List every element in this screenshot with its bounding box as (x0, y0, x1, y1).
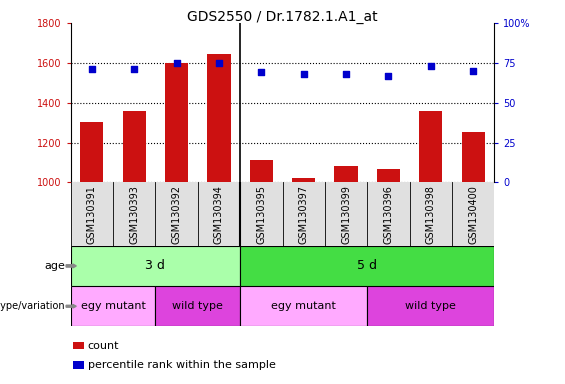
Bar (292, 179, 315, 182)
Bar (334, 166, 358, 182)
Text: wild type: wild type (172, 301, 223, 311)
Point (87, 66, 96, 72)
Bar (155, 286, 240, 326)
Text: GSM130398: GSM130398 (426, 185, 436, 243)
Bar (240, 286, 367, 326)
Bar (367, 286, 494, 326)
Text: percentile rank within the sample: percentile rank within the sample (88, 360, 276, 370)
Point (172, 60, 181, 66)
Text: count: count (88, 341, 119, 351)
Bar (80, 122, 103, 182)
Point (215, 60, 224, 66)
Bar (123, 111, 146, 182)
Bar (207, 54, 231, 182)
Bar (165, 63, 188, 182)
Point (129, 66, 139, 72)
Text: genotype/variation: genotype/variation (0, 301, 65, 311)
Bar (377, 169, 400, 182)
Text: GDS2550 / Dr.1782.1.A1_at: GDS2550 / Dr.1782.1.A1_at (187, 10, 378, 23)
Text: egy mutant: egy mutant (271, 301, 336, 311)
Point (299, 71, 308, 77)
Text: GSM130393: GSM130393 (129, 185, 139, 243)
Point (384, 73, 393, 79)
Bar (419, 111, 442, 182)
Text: egy mutant: egy mutant (81, 301, 145, 311)
Point (469, 68, 478, 74)
Text: GSM130395: GSM130395 (257, 185, 266, 243)
Text: GSM130396: GSM130396 (384, 185, 393, 243)
Point (426, 63, 435, 69)
Text: 3 d: 3 d (145, 260, 166, 272)
Text: GSM130394: GSM130394 (214, 185, 224, 243)
Text: GSM130392: GSM130392 (172, 185, 181, 243)
Point (257, 70, 266, 76)
Text: GSM130400: GSM130400 (468, 185, 478, 243)
Text: GSM130397: GSM130397 (299, 185, 308, 243)
Text: GSM130391: GSM130391 (87, 185, 97, 243)
Text: GSM130399: GSM130399 (341, 185, 351, 243)
Bar (250, 160, 273, 182)
Text: wild type: wild type (405, 301, 457, 311)
Bar (71, 286, 155, 326)
Bar (240, 246, 494, 286)
Text: age: age (44, 261, 65, 271)
Bar (462, 132, 485, 182)
Bar (71, 246, 240, 286)
Point (341, 71, 350, 77)
Text: 5 d: 5 d (357, 260, 377, 272)
